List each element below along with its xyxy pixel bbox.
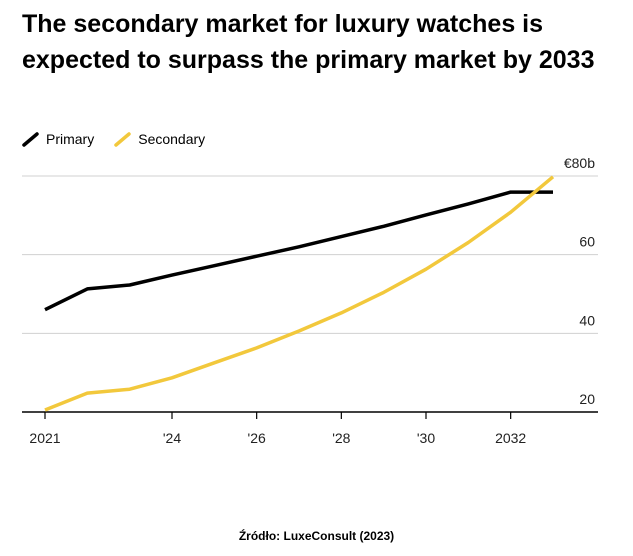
x-tick-label: '30 bbox=[417, 430, 435, 446]
x-tick-label: 2032 bbox=[495, 430, 526, 446]
legend-swatch-primary bbox=[22, 132, 39, 147]
y-tick-label: 20 bbox=[579, 391, 595, 407]
chart-title: The secondary market for luxury watches … bbox=[22, 10, 595, 74]
legend-label-secondary: Secondary bbox=[138, 131, 206, 147]
y-tick-label: 40 bbox=[579, 312, 595, 328]
x-tick-label: '28 bbox=[332, 430, 350, 446]
legend-swatch-secondary bbox=[114, 132, 131, 147]
source-note: Źródło: LuxeConsult (2023) bbox=[238, 529, 395, 543]
series-line-primary bbox=[44, 190, 553, 312]
x-tick-label: '26 bbox=[248, 430, 266, 446]
legend-label-primary: Primary bbox=[46, 131, 95, 147]
y-tick-label: 60 bbox=[579, 234, 595, 250]
legend: Primary Secondary bbox=[22, 130, 225, 148]
x-tick-label: 2021 bbox=[29, 430, 60, 446]
legend-item-primary: Primary bbox=[22, 130, 94, 148]
y-tick-label: €80b bbox=[564, 155, 595, 171]
x-tick-label: '24 bbox=[163, 430, 181, 446]
series-line-secondary bbox=[44, 175, 555, 412]
legend-item-secondary: Secondary bbox=[114, 130, 205, 148]
